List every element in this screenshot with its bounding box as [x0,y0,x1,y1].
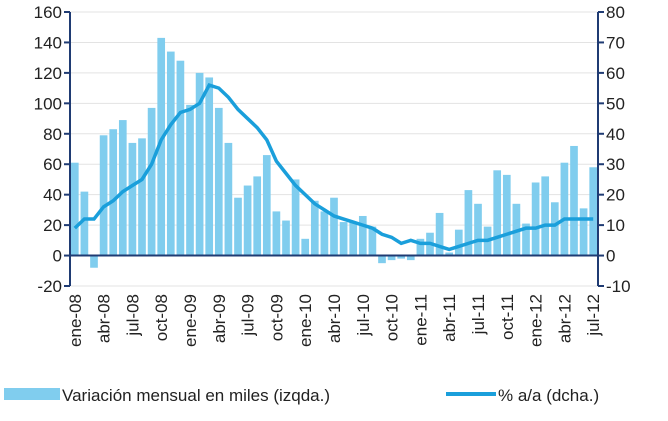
x-tick-label: ene-12 [527,294,546,347]
x-tick-label: jul-11 [469,294,488,335]
x-tick-label: oct-09 [267,294,286,341]
legend-label: Variación mensual en miles (izqda.) [62,386,330,405]
x-tick-label: jul-08 [123,294,142,337]
bar [195,72,204,256]
bar [474,203,482,256]
bar [339,222,348,256]
bar [320,211,329,256]
bar [330,197,338,256]
bar [253,176,262,256]
bar [301,238,310,256]
bar [128,142,137,256]
bar [502,174,511,256]
y2-tick-label: 10 [606,216,625,235]
bar [435,212,444,256]
bar [205,77,214,256]
bar [531,182,540,256]
bar [176,60,185,256]
bar [378,255,386,264]
y2-tick-label: 50 [606,94,625,113]
bar [454,229,463,256]
bar [109,129,118,256]
x-tick-label: ene-11 [411,294,430,346]
bar [291,179,300,256]
x-tick-label: jul-12 [584,294,603,337]
x-tick-label: abr-09 [210,294,229,343]
x-tick-label: abr-12 [555,294,574,343]
bar [589,167,598,256]
bar [118,120,127,256]
bar [550,202,559,256]
x-tick-label: oct-10 [383,294,402,341]
y2-tick-label: 30 [606,155,625,174]
y-tick-label: 80 [43,125,62,144]
bar [272,211,281,256]
bar [579,208,588,256]
bar [243,185,252,256]
bar [570,145,578,256]
bar [541,176,550,256]
x-tick-label: abr-10 [325,294,344,343]
x-tick-label: oct-08 [152,294,171,341]
bar [358,215,367,256]
x-tick-label: ene-10 [296,294,315,347]
bar [397,255,406,259]
bar [157,37,166,256]
y-tick-label: -20 [37,277,62,296]
bar [445,252,454,256]
x-tick-label: ene-08 [66,294,85,347]
bar [166,51,175,256]
y-tick-label: 0 [53,247,62,266]
y-tick-label: 120 [34,64,62,83]
y-tick-label: 40 [43,186,62,205]
x-tick-label: abr-11 [440,294,459,342]
y2-tick-label: 70 [606,33,625,52]
bar [282,220,290,256]
line [73,82,594,252]
x-tick-label: jul-09 [239,294,258,337]
bar [70,162,79,256]
bar [138,138,146,256]
bar [349,222,358,256]
bar [493,170,502,256]
bar [262,155,271,256]
bar [387,255,396,261]
bar [368,226,377,256]
bar [186,104,194,256]
y-tick-label: 100 [34,94,62,113]
x-tick-label: ene-09 [181,294,200,347]
bar [214,107,223,256]
y-tick-label: 160 [34,3,62,22]
bar [234,197,242,256]
bar [464,190,473,256]
bar [310,200,319,256]
bar [80,191,89,256]
bar [90,255,98,268]
x-tick-label: abr-08 [95,294,114,343]
bar [99,135,108,256]
bar [416,238,425,256]
bar [147,107,156,256]
y2-tick-label: -10 [606,277,631,296]
bar [522,223,530,256]
y2-tick-label: 60 [606,64,625,83]
bar [406,255,415,261]
legend-label: % a/a (dcha.) [498,386,599,405]
y-tick-label: 60 [43,155,62,174]
y-tick-label: 20 [43,216,62,235]
legend-swatch [4,388,60,400]
x-tick-label: oct-11 [498,294,517,340]
y2-tick-label: 40 [606,125,625,144]
bar [224,142,233,256]
x-tick-label: jul-10 [354,294,373,337]
y2-tick-label: 0 [606,247,615,266]
y2-tick-label: 20 [606,186,625,205]
bar [560,162,569,256]
y2-tick-label: 80 [606,3,625,22]
y-tick-label: 140 [34,33,62,52]
